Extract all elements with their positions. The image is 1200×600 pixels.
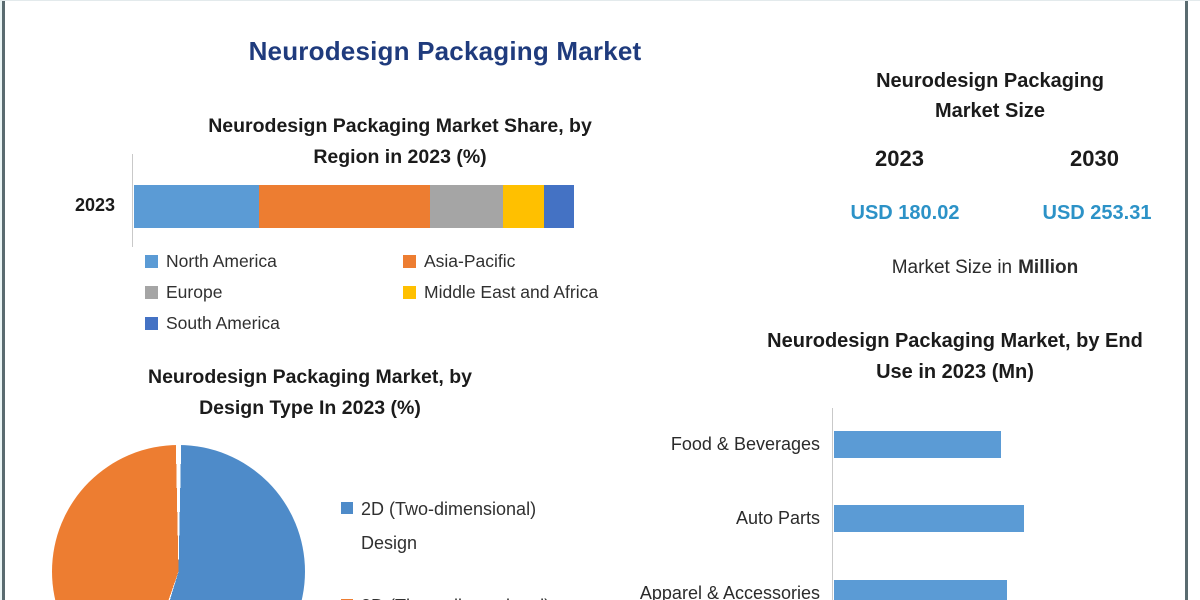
legend-label: 2D (Two-dimensional) Design xyxy=(361,499,537,553)
enduse-bar-food-beverages xyxy=(834,431,1001,458)
enduse-chart-title: Neurodesign Packaging Market, by End Use… xyxy=(730,326,1180,388)
design-chart-title: Neurodesign Packaging Market, by Design … xyxy=(60,362,560,424)
design-chart-title-line2: Design Type In 2023 (%) xyxy=(199,397,421,419)
legend-label: Asia-Pacific xyxy=(424,251,516,271)
design-legend-item-2d-two-dimensional-design: 2D (Two-dimensional) Design xyxy=(341,492,576,560)
left-border-line xyxy=(2,0,5,600)
enduse-label-apparel-accessories: Apparel & Accessories xyxy=(639,583,820,600)
market-size-value-2023: USD 180.02 xyxy=(850,202,960,224)
design-chart-title-line1: Neurodesign Packaging Market, by xyxy=(147,366,472,388)
legend-label: North America xyxy=(166,251,277,271)
market-size-caption-regular: Market Size in xyxy=(891,257,1013,278)
right-border-line xyxy=(1185,0,1188,600)
legend-swatch xyxy=(403,255,416,268)
legend-swatch xyxy=(145,317,158,330)
legend-label: Middle East and Africa xyxy=(424,282,599,302)
region-segment-middle-east-and-africa xyxy=(503,185,544,228)
region-chart-title-line1: Neurodesign Packaging Market Share, by xyxy=(208,115,592,137)
market-size-year-2023: 2023 xyxy=(875,146,924,171)
left-pale-strip xyxy=(0,0,2,600)
market-size-year-2030: 2030 xyxy=(1070,146,1119,171)
region-segment-north-america xyxy=(134,185,260,228)
legend-item-europe: Europe xyxy=(145,282,403,303)
region-segment-asia-pacific xyxy=(259,185,430,228)
region-segment-europe xyxy=(429,185,504,228)
region-chart-axis xyxy=(132,154,133,247)
market-size-caption: Market Size in Million xyxy=(840,257,1130,279)
legend-swatch xyxy=(403,286,416,299)
region-legend: North America Asia-Pacific Europe Middle Ea… xyxy=(145,251,615,334)
region-chart-title: Neurodesign Packaging Market Share, by R… xyxy=(120,111,680,173)
legend-item-north-america: North America xyxy=(145,251,403,272)
region-stacked-bar xyxy=(134,185,574,228)
region-category-label: 2023 xyxy=(74,195,115,215)
design-legend-item-3d-three-dimensional-design: 3D (Three-dimensional) Design xyxy=(341,589,576,600)
legend-item-asia-pacific: Asia-Pacific xyxy=(403,251,615,272)
region-segment-south-america xyxy=(543,185,574,228)
page-title: Neurodesign Packaging Market xyxy=(248,36,642,66)
region-chart-title-line2: Region in 2023 (%) xyxy=(313,146,487,168)
legend-swatch xyxy=(341,502,353,514)
legend-label: South America xyxy=(166,313,280,333)
enduse-label-food-beverages: Food & Beverages xyxy=(670,434,820,454)
legend-label: Europe xyxy=(166,282,223,302)
market-size-value-2030: USD 253.31 xyxy=(1042,202,1152,224)
market-size-title-line1: Neurodesign Packaging xyxy=(876,70,1104,92)
enduse-bar-auto-parts xyxy=(834,505,1024,532)
legend-swatch xyxy=(145,255,158,268)
legend-swatch xyxy=(145,286,158,299)
enduse-label-auto-parts: Auto Parts xyxy=(735,508,820,528)
legend-label: 3D (Three-dimensional) Design xyxy=(361,589,576,600)
market-size-title-line2: Market Size xyxy=(934,100,1046,122)
enduse-chart-title-line2: Use in 2023 (Mn) xyxy=(876,361,1034,383)
enduse-chart-axis xyxy=(832,408,833,600)
legend-item-south-america: South America xyxy=(145,313,403,334)
top-border-line xyxy=(0,0,1200,1)
market-size-title: Neurodesign Packaging Market Size xyxy=(840,66,1140,126)
enduse-bar-apparel-accessories xyxy=(834,580,1007,600)
market-size-caption-bold: Million xyxy=(1018,257,1079,278)
design-pie xyxy=(52,445,305,600)
enduse-chart-title-line1: Neurodesign Packaging Market, by End xyxy=(767,330,1143,352)
legend-item-middle-east-and-africa: Middle East and Africa xyxy=(403,282,615,303)
